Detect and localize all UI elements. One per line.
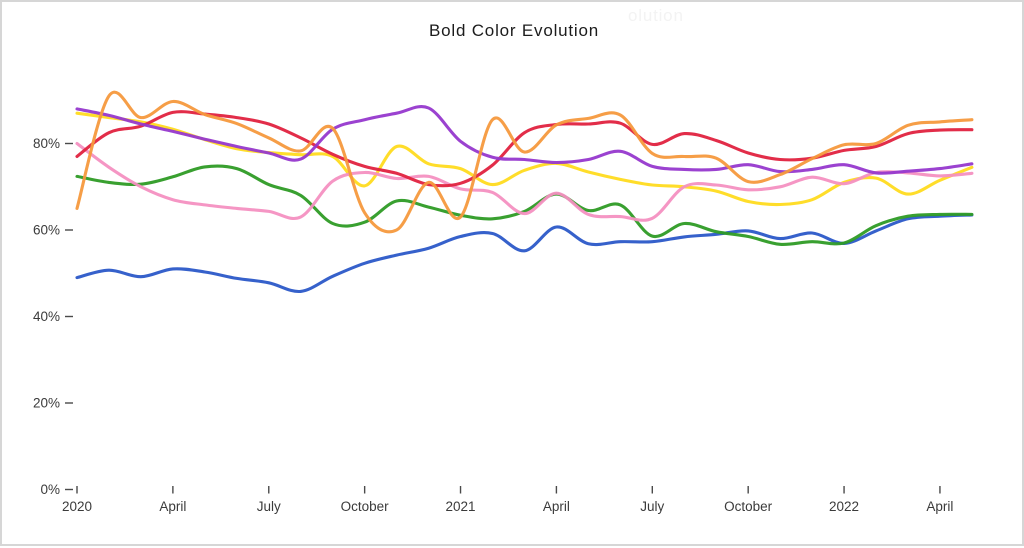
chart-title: Bold Color Evolution: [428, 21, 600, 40]
x-tick-label: April: [543, 499, 570, 514]
y-tick-label: 80%: [33, 136, 60, 151]
series-line-green: [75, 164, 974, 246]
y-tick-label: 40%: [33, 309, 60, 324]
series-line-blue: [75, 213, 974, 293]
x-tick-label: July: [640, 499, 664, 514]
x-tick-label: 2020: [62, 499, 92, 514]
y-tick-label: 20%: [33, 396, 60, 411]
series-line-yellow: [75, 111, 974, 207]
x-tick-label: April: [926, 499, 953, 514]
series-line-pink: [75, 141, 974, 222]
y-tick-label: 0%: [40, 482, 60, 497]
series-line-red: [75, 110, 974, 188]
x-tick-label: April: [159, 499, 186, 514]
ghost-title-fragment: olution: [628, 6, 684, 25]
x-tick-label: 2021: [446, 499, 476, 514]
x-tick-label: October: [724, 499, 773, 514]
series-line-purple: [75, 105, 974, 175]
x-tick-label: July: [257, 499, 281, 514]
x-tick-label: 2022: [829, 499, 859, 514]
y-tick-label: 60%: [33, 223, 60, 238]
series-line-orange: [75, 90, 974, 234]
x-tick-label: October: [341, 499, 390, 514]
